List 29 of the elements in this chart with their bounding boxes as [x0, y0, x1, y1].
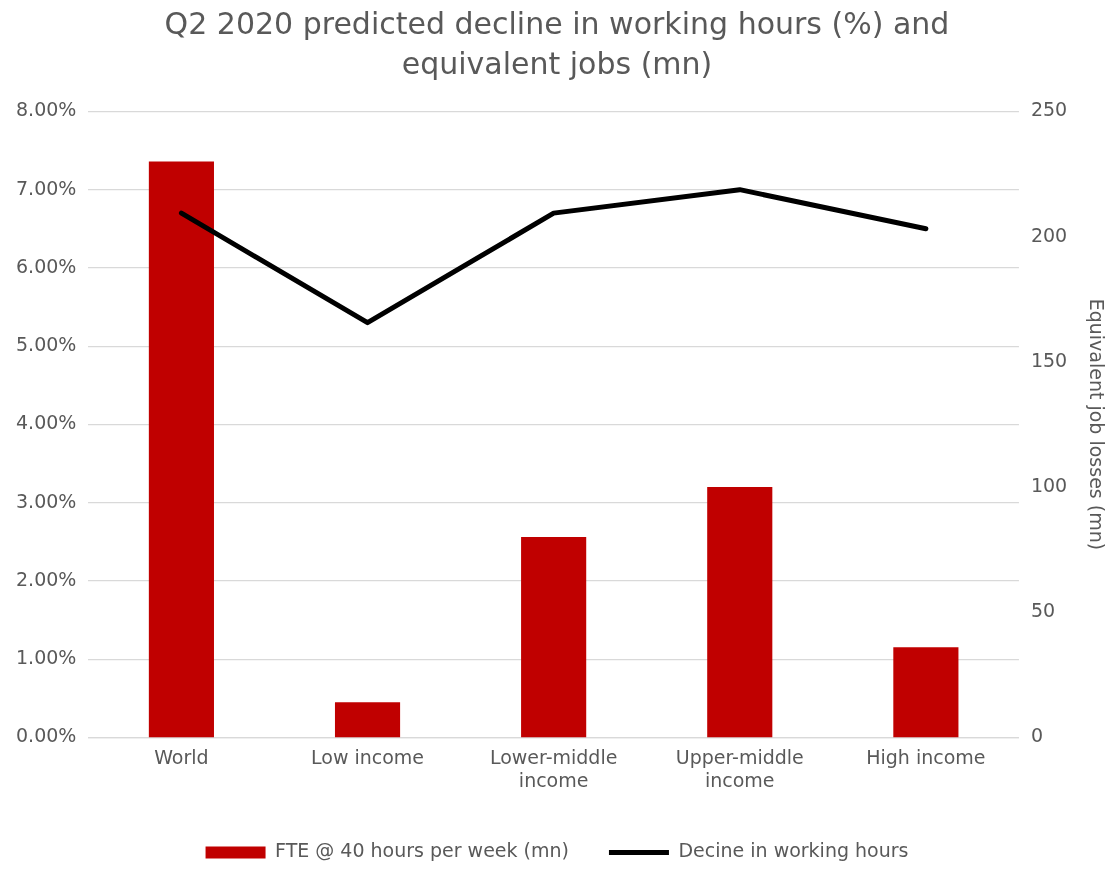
y-tick-label: 5.00% — [16, 333, 77, 356]
bar — [521, 537, 587, 738]
y2-tick-label: 250 — [1030, 98, 1068, 121]
y-tick-label: 8.00% — [16, 98, 77, 121]
y2-tick-label: 50 — [1030, 599, 1056, 622]
y-tick-label: 7.00% — [16, 176, 77, 199]
y-tick-label: 2.00% — [16, 567, 77, 590]
y-tick-label: 0.00% — [16, 724, 77, 747]
legend-label: Decine in working hours — [678, 839, 909, 862]
chart-title: Q2 2020 predicted decline in working hours (%) and equivalent jobs (mn) — [163, 5, 951, 83]
x-tick-label: Lower-middle income — [489, 745, 618, 791]
y2-tick-label: 200 — [1030, 223, 1068, 246]
legend-label: FTE @ 40 hours per week (mn) — [275, 839, 569, 862]
bar — [893, 647, 959, 738]
y2-tick-label: 0 — [1030, 724, 1044, 747]
y2-tick-label: 150 — [1030, 348, 1068, 371]
y2-axis-title: Equivalent job losses (mn) — [1085, 298, 1108, 551]
x-tick-label: High income — [866, 745, 986, 768]
y-tick-label: 6.00% — [16, 254, 77, 277]
x-tick-label: World — [154, 745, 209, 768]
y-tick-label: 3.00% — [16, 489, 77, 512]
bar — [148, 161, 214, 738]
bar — [707, 487, 773, 738]
x-tick-label: Upper-middle income — [675, 745, 804, 791]
x-tick-label: Low income — [311, 745, 425, 768]
bar — [334, 702, 401, 738]
y-tick-label: 4.00% — [16, 411, 77, 434]
y2-tick-label: 100 — [1030, 473, 1068, 496]
y-tick-label: 1.00% — [16, 646, 77, 669]
